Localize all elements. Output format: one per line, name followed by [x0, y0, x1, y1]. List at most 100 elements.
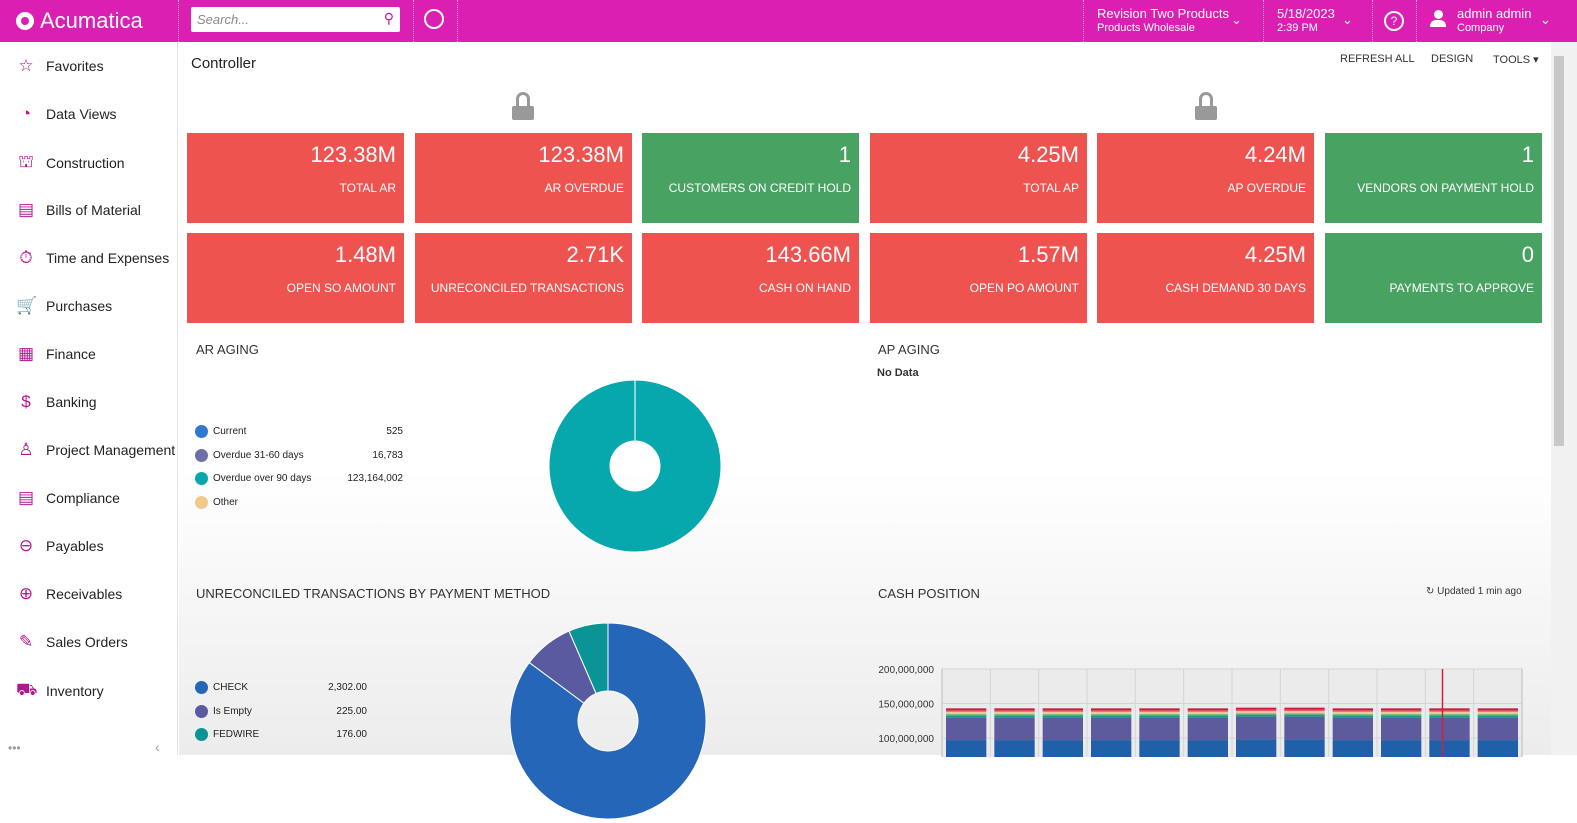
sidebar-item-data-views[interactable]: ◔Data Views	[16, 104, 117, 124]
legend-value: 2,302.00	[328, 682, 367, 693]
bar-segment	[1188, 740, 1228, 757]
sidebar-item-construction[interactable]: ⛫ Construction	[16, 152, 125, 174]
kpi-value: 4.25M	[1105, 241, 1306, 269]
help-icon[interactable]: ?	[1384, 11, 1404, 31]
lock-icon	[512, 92, 534, 120]
vertical-scrollbar[interactable]	[1551, 42, 1577, 755]
donut-slice-overdue-over-90-days[interactable]	[549, 380, 721, 552]
sidebar-item-label: Payables	[46, 538, 104, 554]
chevron-down-icon[interactable]: ⌄	[1231, 12, 1242, 28]
search-input[interactable]: Search... ⚲	[191, 7, 400, 32]
y-tick-label: 150,000,000	[878, 700, 934, 711]
scrollbar-thumb[interactable]	[1554, 56, 1564, 446]
bar-segment	[1236, 717, 1276, 740]
bar-segment	[1478, 708, 1518, 710]
sidebar-item-favorites[interactable]: ☆Favorites	[16, 56, 104, 76]
sidebar-item-label: Inventory	[46, 683, 104, 699]
recent-history-icon[interactable]	[424, 9, 444, 29]
logo-text: Acumatica	[40, 8, 143, 34]
bar-segment	[1478, 710, 1518, 711]
bar-segment	[1139, 714, 1179, 715]
updated-status[interactable]: ↻ Updated 1 min ago	[1426, 586, 1522, 597]
bar-segment	[1236, 708, 1276, 710]
bar-segment	[1091, 740, 1131, 757]
chevron-down-icon[interactable]: ⌄	[1540, 12, 1551, 28]
sidebar-item-project-management[interactable]: ♙Project Management	[16, 440, 175, 460]
legend-swatch	[195, 472, 208, 485]
sidebar-item-sales-orders[interactable]: ✎Sales Orders	[16, 632, 128, 652]
bar-segment	[1381, 710, 1421, 711]
bar-segment	[1091, 717, 1131, 740]
sidebar-item-payables[interactable]: ⊖Payables	[16, 536, 104, 556]
branch-name: Revision Two Products	[1097, 6, 1229, 21]
sidebar-item-banking[interactable]: $Banking	[16, 392, 97, 412]
kpi-value: 1	[650, 141, 851, 169]
bar-segment	[1284, 710, 1324, 711]
sidebar-item-compliance[interactable]: ▤Compliance	[16, 488, 120, 508]
bar-segment	[1091, 715, 1131, 717]
kpi-value: 123.38M	[423, 141, 624, 169]
bar-segment	[1091, 708, 1131, 710]
sidebar-item-label: Data Views	[46, 106, 117, 122]
design-button[interactable]: DESIGN	[1431, 53, 1473, 65]
collapse-sidebar-icon[interactable]: ‹	[155, 739, 160, 755]
sales-orders-icon: ✎	[16, 632, 36, 652]
sidebar-item-label: Construction	[46, 155, 125, 171]
ar-aging-donut-chart	[549, 380, 723, 554]
cash-position-chart: 50,000,000100,000,000150,000,000200,000,…	[869, 617, 1539, 757]
bar-segment	[1333, 715, 1373, 717]
inventory-icon: ⛟	[16, 680, 36, 702]
legend-item[interactable]: Other	[195, 496, 403, 509]
construction-icon: ⛫	[16, 152, 36, 174]
bar-segment	[1188, 710, 1228, 711]
bar-segment	[1381, 708, 1421, 710]
bar-segment	[1043, 740, 1083, 757]
refresh-all-button[interactable]: REFRESH ALL	[1340, 53, 1415, 65]
sidebar-item-finance[interactable]: ▦Finance	[16, 344, 96, 364]
tools-menu-button[interactable]: TOOLS ▾	[1493, 53, 1539, 66]
bar-segment	[1043, 715, 1083, 717]
sidebar-item-label: Time and Expenses	[46, 250, 169, 266]
search-icon[interactable]: ⚲	[384, 10, 394, 27]
bar-segment	[1284, 717, 1324, 740]
sidebar-item-bills-of-material[interactable]: ▤Bills of Material	[16, 200, 141, 220]
acumatica-logo[interactable]: Acumatica	[16, 8, 143, 34]
sidebar-more[interactable]: •••	[8, 741, 21, 755]
sidebar-item-label: Bills of Material	[46, 202, 141, 218]
bar-segment	[1284, 715, 1324, 717]
legend-swatch	[195, 496, 208, 509]
sidebar-item-purchases[interactable]: 🛒Purchases	[16, 296, 112, 316]
unreconciled-donut-chart	[510, 623, 710, 823]
y-tick-label: 100,000,000	[878, 734, 934, 745]
kpi-label: OPEN PO AMOUNT	[878, 281, 1079, 295]
chevron-down-icon[interactable]: ⌄	[1342, 12, 1353, 28]
legend-label: Is Empty	[213, 706, 252, 717]
sidebar-item-inventory[interactable]: ⛟ Inventory	[16, 680, 104, 702]
search-placeholder: Search...	[197, 12, 249, 27]
bar-segment	[1333, 708, 1373, 710]
sidebar-item-time-and-expenses[interactable]: ⏱Time and Expenses	[16, 248, 169, 268]
sidebar-item-receivables[interactable]: ⊕Receivables	[16, 584, 122, 604]
bar-segment	[1333, 717, 1373, 740]
